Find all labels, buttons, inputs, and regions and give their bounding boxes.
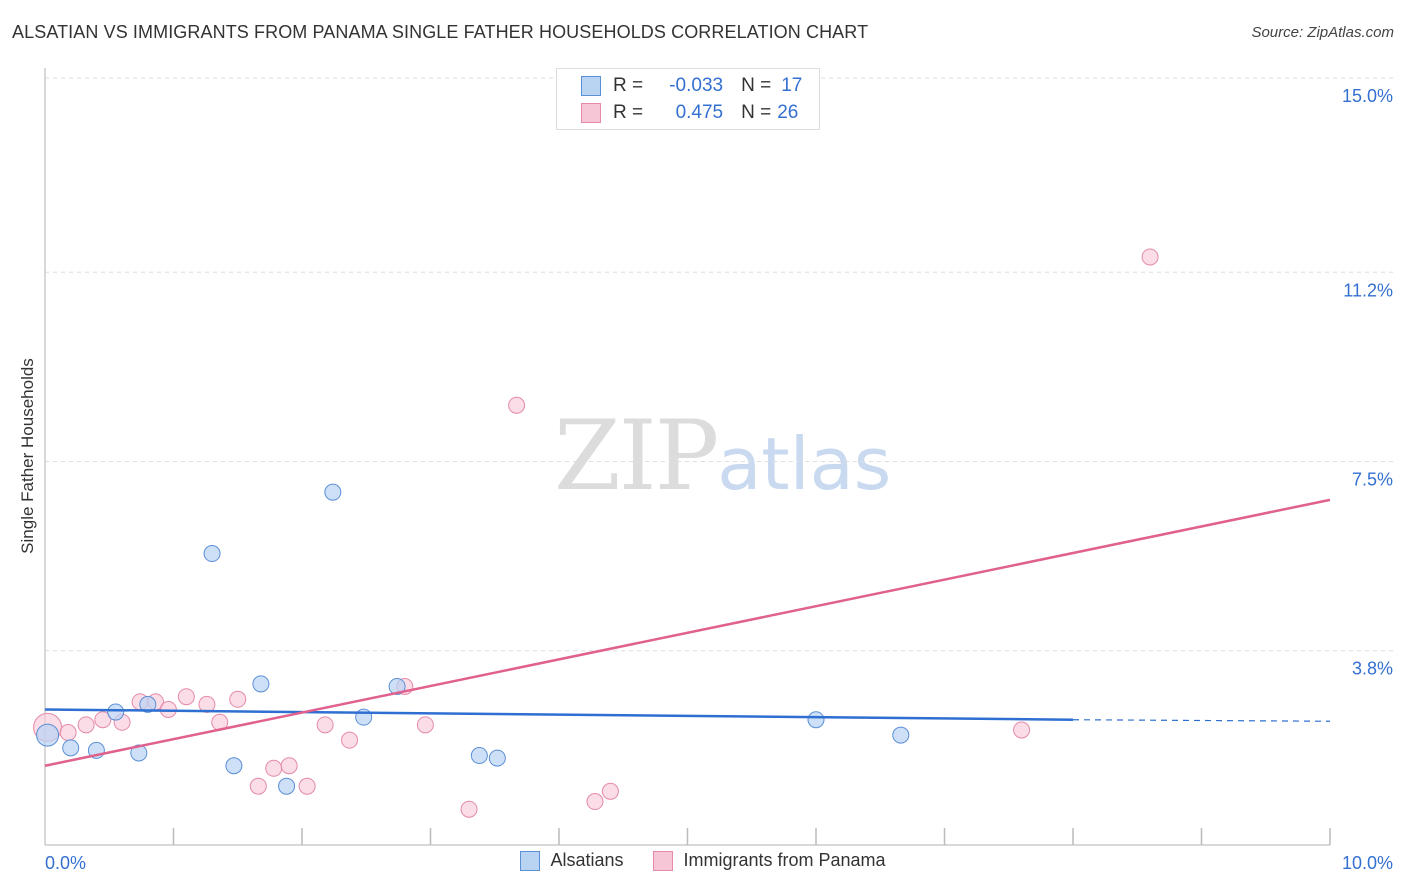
y-tick-label: 7.5% bbox=[1352, 470, 1393, 490]
panama-point bbox=[316, 716, 334, 734]
stats-row-panama: R = 0.475 N = 26 bbox=[581, 100, 798, 126]
alsatians-swatch bbox=[581, 76, 601, 96]
panama-point bbox=[177, 688, 195, 706]
panama-n-label: N = bbox=[741, 102, 772, 123]
alsatians-n-value: 17 bbox=[781, 75, 803, 96]
alsatians-legend-label: Alsatians bbox=[550, 850, 624, 870]
panama-trend-line bbox=[44, 498, 1331, 767]
alsatians-legend-swatch bbox=[520, 850, 541, 871]
panama-r-label: R = bbox=[613, 102, 644, 123]
panama-point bbox=[586, 793, 604, 811]
watermark-zip: ZIP bbox=[554, 400, 719, 512]
panama-point bbox=[198, 695, 216, 713]
panama-legend-label: Immigrants from Panama bbox=[683, 850, 886, 870]
x-tick-label: 0.0% bbox=[45, 853, 86, 873]
panama-point bbox=[601, 782, 619, 800]
alsatians-r-value: -0.033 bbox=[669, 75, 724, 96]
alsatians-point bbox=[488, 749, 506, 767]
panama-point bbox=[1013, 721, 1031, 739]
panama-swatch bbox=[581, 103, 601, 123]
panama-point bbox=[59, 724, 77, 742]
panama-point bbox=[508, 396, 526, 414]
panama-point bbox=[416, 716, 434, 734]
y-tick-label: 3.8% bbox=[1352, 659, 1393, 679]
stats-legend: R = -0.033 N = 17 R = 0.475 N = 26 bbox=[556, 68, 820, 130]
panama-point bbox=[298, 777, 316, 795]
panama-r-value: 0.475 bbox=[675, 102, 724, 123]
x-tick-label: 10.0% bbox=[1342, 853, 1393, 873]
panama-point bbox=[94, 711, 112, 729]
alsatians-point bbox=[324, 483, 342, 501]
y-tick-label: 11.2% bbox=[1343, 280, 1393, 300]
alsatians-trend-line bbox=[44, 708, 1074, 721]
y-tick-label: 15.0% bbox=[1342, 86, 1393, 106]
chart-title: ALSATIAN VS IMMIGRANTS FROM PANAMA SINGL… bbox=[12, 22, 869, 42]
alsatians-point bbox=[130, 744, 148, 762]
alsatians-point bbox=[470, 747, 488, 765]
alsatians-point bbox=[107, 703, 125, 721]
zipatlas-watermark: ZIPatlas bbox=[554, 400, 891, 512]
alsatians-point bbox=[36, 723, 60, 747]
panama-point bbox=[280, 757, 298, 775]
panama-legend-swatch bbox=[653, 850, 674, 871]
alsatians-point bbox=[203, 545, 221, 563]
stats-row-alsatians: R = -0.033 N = 17 bbox=[581, 73, 802, 99]
panama-n-value: 26 bbox=[777, 102, 799, 123]
alsatians-r-label: R = bbox=[613, 75, 644, 96]
watermark-atlas: atlas bbox=[717, 422, 892, 506]
panama-point bbox=[1141, 248, 1159, 266]
panama-point bbox=[249, 777, 267, 795]
alsatians-point bbox=[388, 677, 406, 695]
legend-item-panama: Immigrants from Panama bbox=[653, 850, 886, 871]
panama-point bbox=[265, 759, 283, 777]
alsatians-point bbox=[892, 726, 910, 744]
source-label: Source: ZipAtlas.com bbox=[1251, 24, 1394, 41]
alsatians-point bbox=[252, 675, 270, 693]
alsatians-point bbox=[278, 777, 296, 795]
panama-point bbox=[77, 716, 95, 734]
alsatians-point bbox=[807, 711, 825, 729]
alsatians-point bbox=[62, 739, 80, 757]
panama-point bbox=[341, 731, 359, 749]
panama-point bbox=[460, 800, 478, 818]
alsatians-point bbox=[225, 757, 243, 775]
panama-point bbox=[229, 690, 247, 708]
bottom-legend: Alsatians Immigrants from Panama bbox=[0, 850, 1406, 871]
alsatians-trend-extension bbox=[1072, 719, 1331, 722]
legend-item-alsatians: Alsatians bbox=[520, 850, 623, 871]
alsatians-n-label: N = bbox=[741, 75, 772, 96]
alsatians-point bbox=[139, 695, 157, 713]
